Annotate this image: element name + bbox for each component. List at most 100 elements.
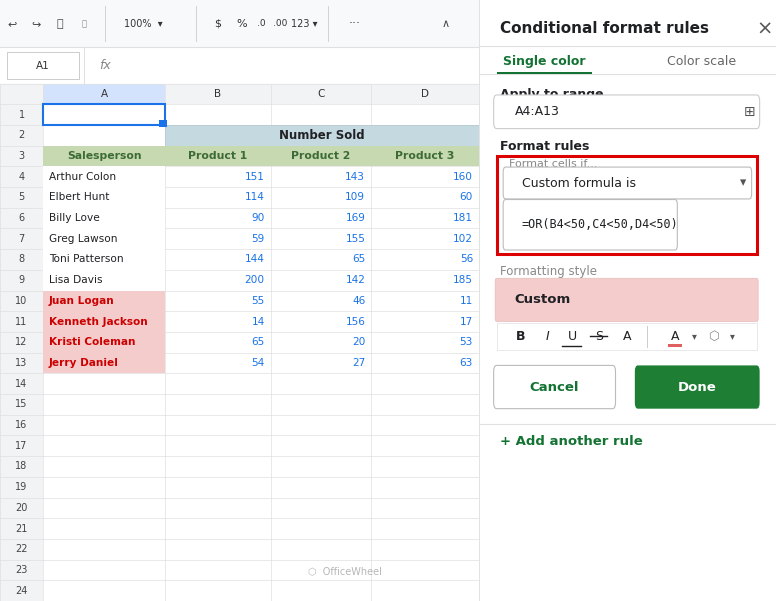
Bar (371, 394, 479, 415)
Bar (43, 311, 165, 332)
Text: 17: 17 (16, 441, 28, 451)
Bar (371, 228, 479, 249)
Text: A1: A1 (36, 61, 50, 70)
Bar (271, 560, 371, 581)
Text: 10: 10 (16, 296, 28, 306)
Text: Formatting style: Formatting style (500, 265, 597, 278)
Bar (165, 270, 271, 290)
Bar (0, 145, 43, 166)
Bar (165, 477, 271, 498)
Bar (43, 208, 165, 228)
Text: Product 1: Product 1 (189, 151, 248, 161)
Text: 21: 21 (16, 523, 28, 534)
Bar (165, 394, 271, 415)
Bar (165, 84, 271, 104)
Text: 65: 65 (352, 254, 365, 264)
Bar (43, 228, 165, 249)
Text: 181: 181 (453, 213, 473, 223)
Bar (43, 415, 165, 435)
Text: ▾: ▾ (692, 331, 697, 341)
Bar (271, 581, 371, 601)
Bar (271, 84, 371, 104)
Text: Format rules: Format rules (500, 139, 589, 153)
Bar (43, 290, 165, 311)
Text: 3: 3 (19, 151, 25, 161)
Text: 14: 14 (251, 317, 265, 326)
Text: 56: 56 (460, 254, 473, 264)
Bar (371, 456, 479, 477)
Bar (43, 249, 165, 270)
Text: Billy Love: Billy Love (49, 213, 99, 223)
Text: 59: 59 (251, 234, 265, 244)
Bar (0, 125, 43, 145)
Bar (0, 311, 43, 332)
Bar (165, 187, 271, 208)
Bar (165, 415, 271, 435)
Text: A4:A13: A4:A13 (514, 105, 559, 118)
Bar (43, 498, 165, 518)
Bar (165, 498, 271, 518)
Text: Product 3: Product 3 (395, 151, 455, 161)
Text: %: % (237, 19, 247, 29)
Bar (43, 518, 165, 539)
Bar (165, 373, 271, 394)
Bar (0, 187, 43, 208)
Bar (497, 323, 757, 350)
Bar (43, 353, 165, 373)
Text: 185: 185 (453, 275, 473, 285)
Bar (165, 290, 271, 311)
Bar (0, 498, 43, 518)
Bar (271, 187, 371, 208)
Bar (0, 560, 43, 581)
Bar (371, 332, 479, 353)
Text: B: B (214, 89, 221, 99)
Text: 8: 8 (19, 254, 25, 264)
Bar (165, 560, 271, 581)
Text: 20: 20 (16, 503, 28, 513)
Bar (165, 145, 271, 166)
Text: I: I (546, 330, 549, 343)
Bar (667, 344, 682, 347)
Bar (371, 415, 479, 435)
Bar (0, 332, 43, 353)
Bar (271, 353, 371, 373)
Text: 17: 17 (460, 317, 473, 326)
Text: ⬡  OfficeWheel: ⬡ OfficeWheel (308, 566, 382, 576)
Bar (43, 539, 165, 560)
Text: Format cells if...: Format cells if... (508, 159, 597, 169)
Bar (43, 228, 165, 249)
Bar (271, 539, 371, 560)
Bar (0, 104, 43, 125)
Bar (165, 249, 271, 270)
Text: 46: 46 (352, 296, 365, 306)
Text: 143: 143 (345, 172, 365, 182)
Bar (43, 166, 165, 187)
Bar (271, 311, 371, 332)
Bar (43, 456, 165, 477)
Text: Done: Done (678, 380, 716, 394)
Text: 23: 23 (16, 565, 28, 575)
Text: Juan Logan: Juan Logan (49, 296, 115, 306)
Text: 142: 142 (345, 275, 365, 285)
Bar (371, 187, 479, 208)
Bar (165, 332, 271, 353)
Text: ×: × (756, 19, 772, 38)
Bar (371, 311, 479, 332)
Text: 160: 160 (453, 172, 473, 182)
Text: 18: 18 (16, 462, 28, 471)
Text: 144: 144 (245, 254, 265, 264)
Bar (43, 249, 165, 270)
Text: ▾: ▾ (730, 331, 736, 341)
Text: $: $ (214, 19, 221, 29)
Bar (271, 228, 371, 249)
Text: =OR(B4<50,C4<50,D4<50): =OR(B4<50,C4<50,D4<50) (522, 218, 679, 231)
Text: Toni Patterson: Toni Patterson (49, 254, 123, 264)
Text: 169: 169 (345, 213, 365, 223)
Bar (271, 394, 371, 415)
Bar (0, 249, 43, 270)
Text: 200: 200 (244, 275, 265, 285)
Text: 22: 22 (16, 545, 28, 554)
Bar (497, 156, 757, 254)
Bar (271, 373, 371, 394)
Bar (271, 518, 371, 539)
